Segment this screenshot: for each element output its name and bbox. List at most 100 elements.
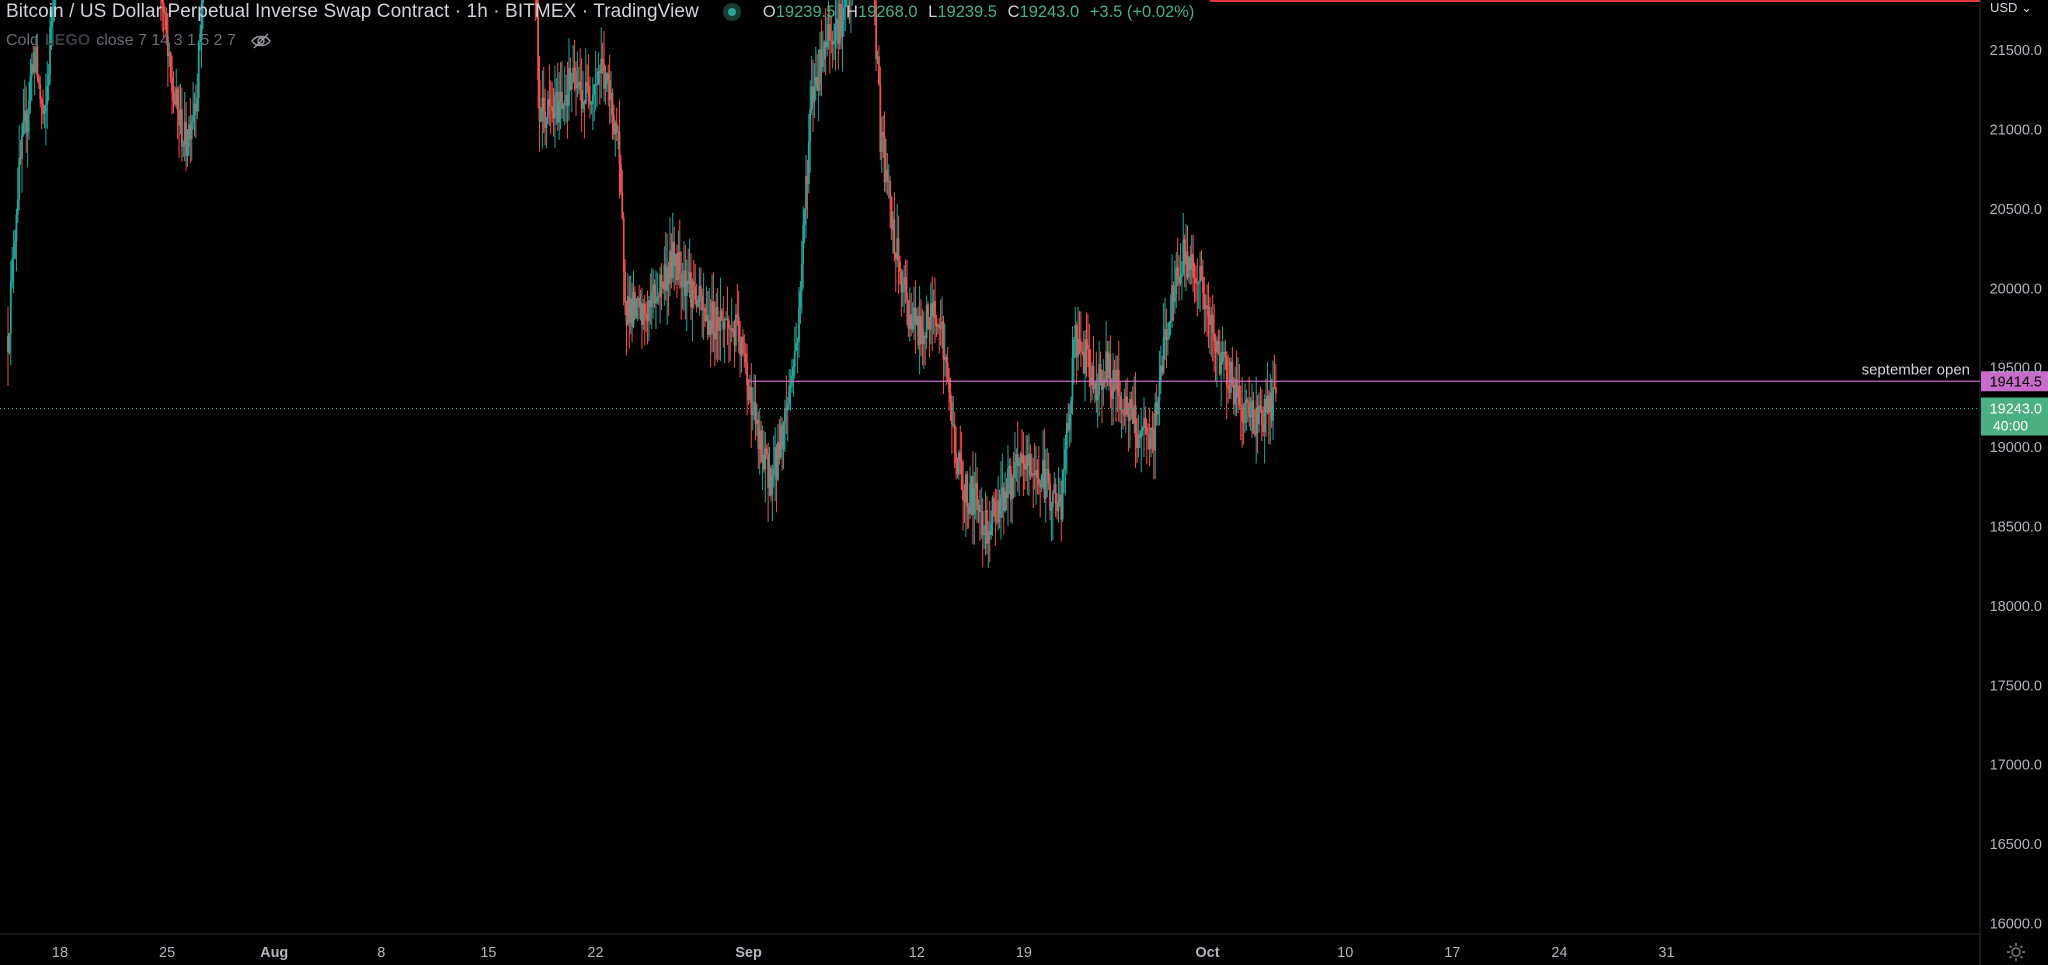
candle-body [1159,365,1162,383]
price-axis[interactable]: 16000.0 16500.0 17000.0 17500.0 18000.0 18500… [1990,0,2042,933]
candle-body [699,285,702,296]
candle-body [772,468,775,476]
time-tick-label: 8 [377,945,385,961]
candle-body [1213,333,1216,342]
candle-body [1178,276,1180,284]
gear-icon[interactable] [2006,942,2026,962]
candle-body [1211,314,1214,334]
candle-body [1259,405,1262,410]
candle-body [760,430,763,462]
candle-body [547,99,549,118]
candle-body [1067,423,1070,430]
candle-body [876,56,879,60]
candle-body [1088,349,1091,378]
candle-body [709,320,712,335]
candle-body [998,499,1001,518]
high-label: H [845,2,858,21]
candle-body [887,180,890,182]
candle-body [1032,473,1035,475]
candle-body [662,281,664,289]
candle-body [967,506,970,514]
candle-body [955,453,957,464]
candle-body [1168,322,1171,338]
candle-body [1000,494,1002,518]
candle-body [882,131,885,137]
time-axis[interactable]: 18 25 Aug 8 15 22 Sep 12 19 Oct 10 17 24 31 [52,945,1675,961]
candle-body [972,476,974,515]
candle-body [50,21,53,28]
price-tick-label: 16500.0 [1990,837,2042,853]
candle-body [166,36,169,57]
september-open-label: september open [1862,361,1970,378]
candle-body [692,281,695,287]
candle-body [548,99,551,106]
candle-body [176,88,179,111]
candle-body [963,500,966,503]
candle-body [1241,406,1244,422]
price-tick-label: 19500.0 [1990,361,2042,377]
candle-body [800,264,803,292]
candle-body [576,84,579,89]
time-tick-label: Sep [735,945,762,961]
candle-body [51,6,54,22]
candle-body [172,92,175,101]
candle-body [594,83,597,85]
eye-slash-icon[interactable] [250,32,272,50]
candle-body [618,131,621,164]
candle-body [820,49,823,68]
candle-body [561,91,563,109]
candle-body [746,362,748,386]
candle-body [959,452,962,462]
overlays-layer: september open 19414.5 19243.040:00 [0,361,2048,436]
candle-body [841,19,844,38]
candle-body [664,264,667,291]
low-value: 19239.5 [937,2,997,21]
candle-body [642,303,645,325]
indicator-legend[interactable]: Cold LEGO close 7 14 3 1.5 2 7 [6,32,272,50]
candle-body [927,304,929,321]
candle-body [563,100,566,106]
candle-body [1087,345,1089,350]
candle-body [1251,400,1253,415]
candle-body [660,274,663,282]
candle-body [636,297,639,299]
candle-body [650,291,653,307]
candle-body [673,241,676,266]
candle-body [1172,285,1175,302]
candle-body [806,175,809,185]
candle-body [193,103,196,116]
ohlc-legend: O19239.5 H19268.0 L19239.5 C19243.0 +3.5… [763,3,1200,22]
candle-body [726,318,729,321]
candle-body [35,46,37,53]
candle-body [566,94,569,107]
candle-body [942,321,945,360]
symbol-title[interactable]: Bitcoin / US Dollar Perpetual Inverse Sw… [6,1,699,22]
candle-body [584,82,587,104]
candle-body [793,351,796,367]
candle-body [1074,324,1077,340]
candle-body [1078,339,1081,342]
candle-body [899,261,901,272]
candle-body [643,303,646,314]
candle-body [889,180,892,198]
candle-body [186,147,189,157]
candle-body [990,523,993,535]
candle-body [657,296,660,298]
candle-body [1193,277,1196,279]
candle-body [1180,273,1183,278]
candle-body [705,314,708,322]
candle-body [690,271,692,308]
candle-body [683,270,685,284]
candle-body [1143,417,1145,428]
candle-body [833,40,835,45]
candle-body [782,423,785,450]
currency-selector[interactable]: USD ⌄ [1990,0,2032,16]
candle-body [1255,407,1258,436]
candle-body [189,124,192,140]
market-status-icon[interactable] [722,3,741,21]
candle-body [730,328,733,330]
candle-body [21,134,23,159]
time-tick-label: 31 [1658,945,1674,961]
candle-body [633,291,636,319]
